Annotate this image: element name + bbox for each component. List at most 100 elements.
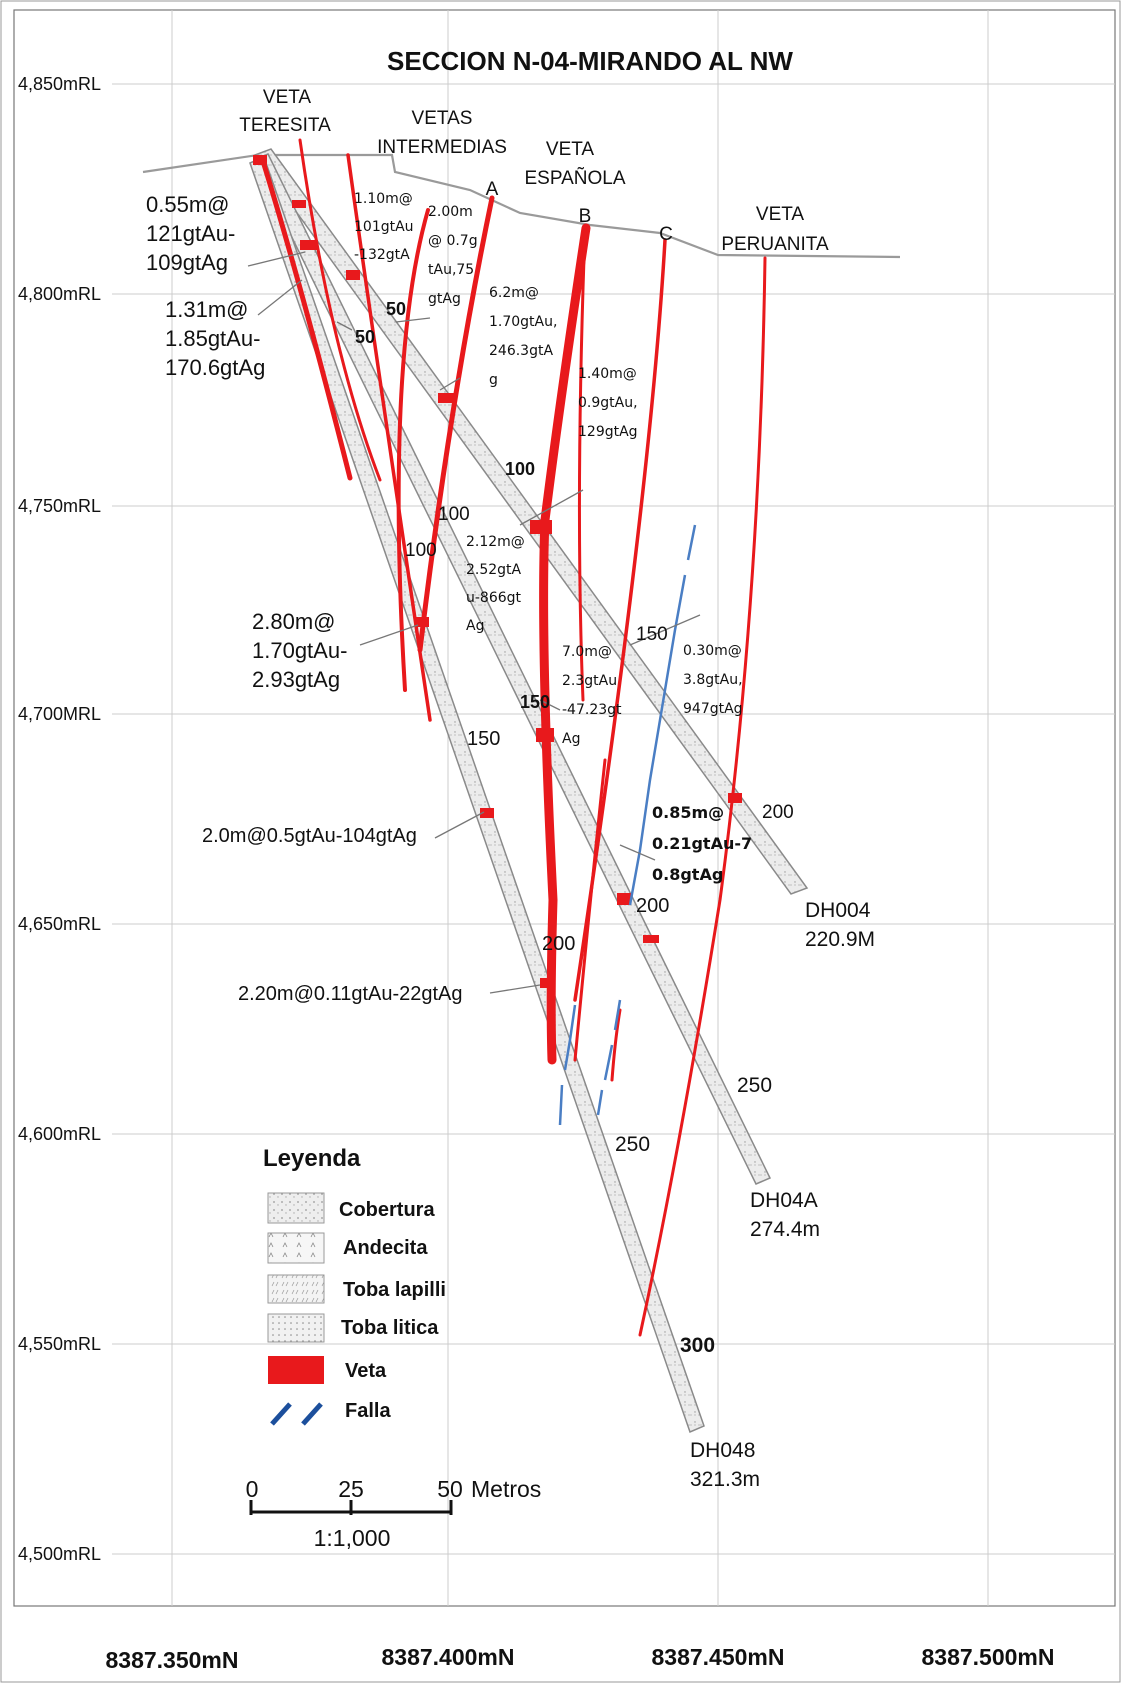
leader-lines	[247, 251, 701, 994]
northing-label: 8387.350mN	[106, 1647, 239, 1673]
topography-line	[142, 153, 901, 259]
scale-tick-label: 0	[246, 1476, 259, 1502]
vein-label-espanola: ESPAÑOLA	[524, 167, 625, 189]
intercept	[530, 520, 552, 534]
depth-marks: 50 50 100 100 100 150 150 150 200 200 20…	[355, 299, 794, 1357]
scale-tick-label: 25	[338, 1476, 364, 1502]
depth-mark: 250	[737, 1074, 772, 1097]
vein-label-intermedias: VETAS	[412, 108, 473, 129]
intercept	[292, 200, 306, 208]
assay-a8: 1.70gtAu-	[252, 638, 347, 663]
elevation-label: 4,650mRL	[18, 914, 101, 934]
assay-a9: -47.23gt	[562, 702, 622, 718]
elevation-label: 4,800mRL	[18, 284, 101, 304]
assay-a1: 121gtAu-	[146, 221, 235, 246]
northing-label: 8387.400mN	[382, 1644, 515, 1670]
vein-label-espanola: VETA	[546, 139, 595, 160]
assay-a2: 1.85gtAu-	[165, 326, 260, 351]
assay-a10: 3.8gtAu,	[683, 672, 743, 688]
depth-mark: 100	[438, 504, 470, 525]
depth-mark: 100	[505, 459, 535, 479]
legend: Leyenda Cobertura Andecita Toba lapilli …	[263, 1145, 446, 1426]
legend-label: Toba lapilli	[343, 1279, 446, 1301]
assay-a1: 109gtAg	[146, 250, 228, 275]
assay-a7: u-866gt	[466, 590, 522, 606]
elevation-label: 4,700MRL	[18, 704, 101, 724]
leader-line	[336, 321, 353, 331]
grid	[112, 10, 1115, 1606]
northing-label: 8387.500mN	[922, 1644, 1055, 1670]
vein-label-intermedias: INTERMEDIAS	[377, 137, 507, 158]
assay-a12: 0.8gtAg	[652, 865, 723, 884]
assay-a9: 2.3gtAu	[562, 673, 617, 689]
scale-ratio: 1:1,000	[314, 1525, 391, 1551]
intercept	[415, 617, 429, 627]
vein-label-c: C	[659, 224, 673, 245]
assay-a10: 947gtAg	[683, 701, 743, 717]
vein-intermedias-2	[396, 208, 430, 692]
leader-line	[359, 624, 419, 646]
legend-swatch-cobertura	[267, 1192, 325, 1224]
assay-a7: 2.12m@	[466, 534, 525, 550]
assay-a8: 2.80m@	[252, 609, 335, 634]
vein-teresita	[259, 155, 353, 481]
legend-swatch-toba-litica	[267, 1313, 325, 1343]
intercept	[728, 793, 742, 803]
vein-a	[417, 195, 495, 653]
vein-teresita-splay	[298, 138, 382, 482]
vein-labels: VETA TERESITA VETAS INTERMEDIAS VETA ESP…	[239, 87, 829, 255]
legend-label: Falla	[345, 1400, 391, 1422]
elevation-label: 4,600mRL	[18, 1124, 101, 1144]
assay-a3: 101gtAu	[354, 219, 414, 235]
intercept	[438, 393, 454, 403]
intercept	[300, 240, 318, 250]
intercept	[253, 155, 267, 165]
intercept	[346, 270, 360, 280]
vein-label-a: A	[486, 179, 499, 200]
assay-a7: 2.52gtA	[466, 562, 522, 578]
depth-mark: 200	[762, 802, 794, 823]
legend-swatch-andecita	[267, 1232, 325, 1264]
leader-line	[489, 984, 541, 994]
hole-labels: DH004 220.9M DH04A 274.4m DH048 321.3m	[690, 899, 875, 1491]
assay-a6: 0.9gtAu,	[578, 395, 638, 411]
assay-a12: 0.85m@	[652, 803, 724, 822]
section-title: SECCION N-04-MIRANDO AL NW	[387, 46, 793, 76]
assay-a7: Ag	[466, 618, 484, 634]
vein-label-peruanita: VETA	[756, 204, 805, 225]
assay-a10: 0.30m@	[683, 643, 742, 659]
assay-a6: 129gtAg	[578, 424, 638, 440]
elevation-label: 4,750mRL	[18, 496, 101, 516]
fault-line	[558, 1004, 577, 1126]
elevation-label: 4,500mRL	[18, 1544, 101, 1564]
vein-lower-2	[610, 1008, 622, 1082]
legend-label: Andecita	[343, 1237, 428, 1259]
leader-line	[257, 279, 303, 316]
veins	[259, 138, 767, 1337]
depth-mark: 150	[636, 624, 668, 645]
leader-line	[434, 811, 485, 839]
hole-depth-dh048: 321.3m	[690, 1468, 760, 1491]
depth-mark: 150	[520, 692, 550, 712]
assay-a5: g	[489, 372, 498, 388]
assay-a2: 170.6gtAg	[165, 355, 265, 380]
depth-mark: 50	[386, 299, 406, 319]
assay-a2: 1.31m@	[165, 297, 248, 322]
assay-a5: 246.3gtA	[489, 343, 553, 359]
legend-label: Cobertura	[339, 1199, 435, 1221]
vein-label-peruanita: PERUANITA	[721, 234, 829, 255]
vein-peruanita	[638, 256, 767, 1337]
depth-mark: 200	[542, 933, 575, 955]
vein-intercepts	[253, 155, 742, 988]
assay-a8: 2.93gtAg	[252, 667, 340, 692]
depth-mark: 200	[636, 895, 669, 917]
hole-depth-dh004: 220.9M	[805, 928, 875, 951]
fault-line	[628, 524, 697, 906]
vein-label-teresita: TERESITA	[239, 115, 331, 136]
elevation-label: 4,850mRL	[18, 74, 101, 94]
intercept	[536, 728, 554, 742]
leader-line	[629, 614, 701, 646]
depth-mark: 250	[615, 1133, 650, 1156]
legend-swatch-veta	[268, 1356, 324, 1384]
elevation-labels: 4,850mRL 4,800mRL 4,750mRL 4,700MRL 4,65…	[18, 74, 101, 1564]
